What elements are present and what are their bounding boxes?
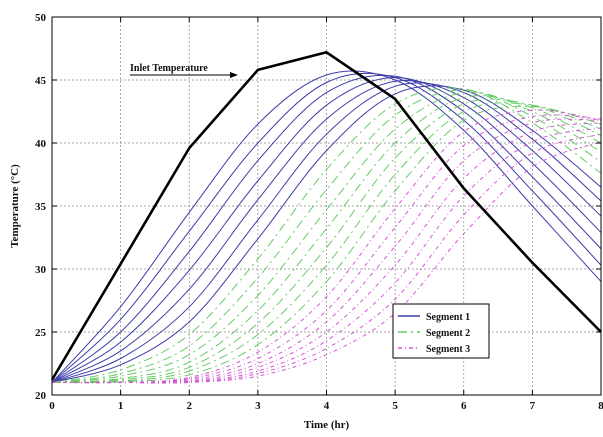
segment-1-curve (51, 72, 602, 383)
segment-2-curve (51, 87, 602, 383)
legend-label-segment-3: Segment 3 (426, 344, 470, 355)
segment-1-curve (51, 70, 602, 383)
segment-3-curve (52, 133, 602, 384)
segment-curves (51, 70, 602, 384)
y-tick-label: 20 (35, 390, 47, 402)
segment-2-curve (51, 105, 602, 384)
y-axis-title: Temperature (°C) (9, 164, 21, 248)
legend-box (392, 303, 490, 359)
y-tick-label: 35 (35, 201, 47, 213)
segment-2-curve (51, 102, 602, 383)
y-tick-label: 40 (35, 138, 47, 150)
y-tick-label: 50 (35, 12, 47, 24)
segment-3-curve (51, 122, 602, 384)
x-tick-label: 5 (392, 400, 398, 412)
segment-1-curve (51, 85, 602, 383)
segment-1-curve (51, 82, 602, 383)
x-tick-label: 3 (255, 400, 261, 412)
x-tick-label: 0 (49, 400, 55, 412)
x-tick-label: 2 (187, 400, 193, 412)
segment-1-curve (51, 80, 602, 383)
segment-3-curve (52, 141, 602, 384)
inlet-temperature-series (50, 50, 602, 381)
y-tick-label: 30 (35, 264, 47, 276)
inlet-annotation-label: Inlet Temperature (130, 63, 208, 74)
x-tick-label: 7 (530, 400, 536, 412)
y-tick-label: 45 (35, 75, 47, 87)
segment-2-curve (51, 89, 602, 383)
segment-1-curve (51, 76, 602, 383)
x-tick-label: 6 (461, 400, 467, 412)
legend-label-segment-2: Segment 2 (426, 328, 470, 339)
inlet-temperature-line (50, 50, 602, 381)
y-tick-label: 25 (35, 327, 47, 339)
segment-2-curve (51, 98, 602, 383)
legend: Segment 1 Segment 2 Segment 3 (392, 303, 490, 359)
x-axis-title: Time (hr) (304, 419, 350, 431)
segment-1-curve (51, 74, 602, 383)
x-tick-label: 1 (118, 400, 124, 412)
x-tick-label: 8 (598, 400, 603, 412)
segment-2-curve (51, 95, 602, 383)
inlet-annotation: Inlet Temperature (130, 63, 238, 78)
x-tick-label: 4 (324, 400, 330, 412)
segment-2-curve (51, 91, 602, 383)
legend-label-segment-1: Segment 1 (426, 312, 470, 323)
segment-3-curve (51, 118, 602, 384)
inlet-annotation-arrowhead (230, 72, 238, 78)
